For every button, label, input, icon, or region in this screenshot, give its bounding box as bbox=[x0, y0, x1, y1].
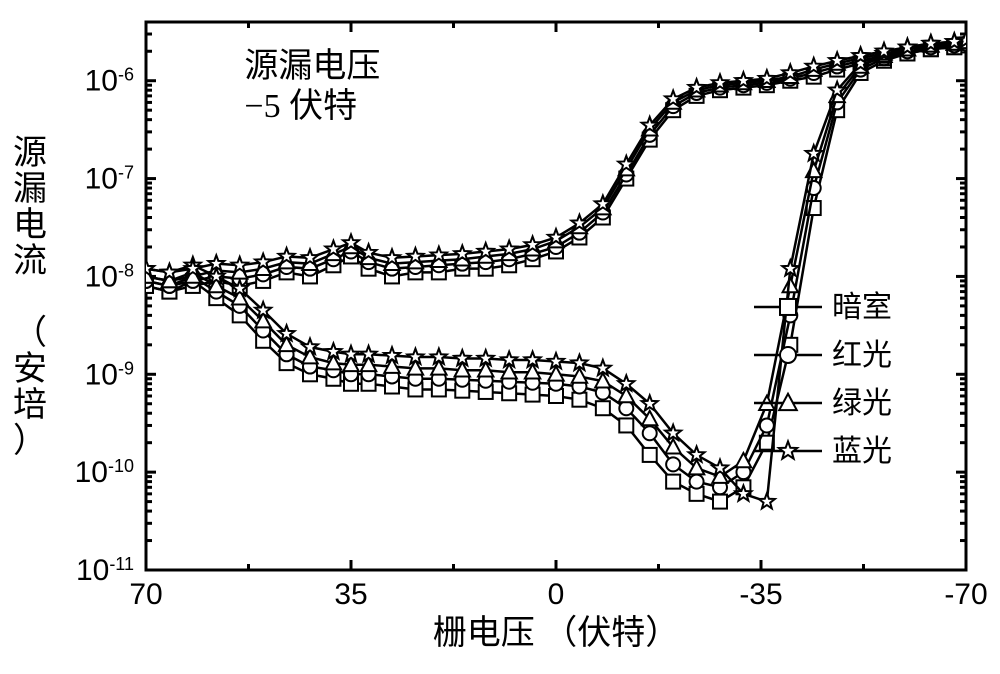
y-tick-label: 10-6 bbox=[85, 65, 134, 98]
legend-label: 暗室 bbox=[832, 291, 892, 324]
y-axis-label-char: 源 bbox=[13, 135, 47, 172]
legend-label: 绿光 bbox=[832, 387, 892, 420]
x-axis-label: 栅电压 （伏特） bbox=[433, 614, 680, 652]
y-axis-label-char: ） bbox=[13, 422, 47, 460]
legend-label: 红光 bbox=[832, 339, 892, 372]
x-tick-label: 0 bbox=[548, 578, 565, 611]
x-tick-label: 70 bbox=[129, 578, 162, 611]
annotation-line1: 源漏电压 bbox=[244, 47, 380, 85]
chart-svg: 10-6 10-7 10-8 10-9 10-10 10-1170 35 0 -35 -70 栅电压… bbox=[0, 0, 1000, 674]
x-tick-label: 35 bbox=[334, 578, 367, 611]
annotation-line2: −5 伏特 bbox=[244, 87, 357, 125]
chart-container: 10-6 10-7 10-8 10-9 10-10 10-1170 35 0 -35 -70 栅电压… bbox=[0, 0, 1000, 674]
y-axis-label-char: 漏 bbox=[13, 171, 47, 208]
y-axis-label-char: 安 bbox=[13, 350, 47, 388]
y-axis-label-char: （ bbox=[13, 314, 47, 352]
y-tick-label: 10-9 bbox=[85, 358, 134, 391]
y-tick-label: 10-8 bbox=[85, 260, 134, 293]
y-axis-label-char: 电 bbox=[13, 206, 47, 244]
y-tick-label: 10-7 bbox=[85, 163, 134, 196]
x-tick-label: -70 bbox=[944, 578, 987, 611]
y-axis-label-char: 培 bbox=[13, 386, 47, 424]
y-tick-label: 10-11 bbox=[76, 554, 134, 587]
x-tick-label: -35 bbox=[739, 578, 782, 611]
y-tick-label: 10-10 bbox=[75, 456, 134, 489]
y-axis-label-char: 流 bbox=[13, 242, 47, 280]
legend-label: 蓝光 bbox=[832, 435, 892, 468]
